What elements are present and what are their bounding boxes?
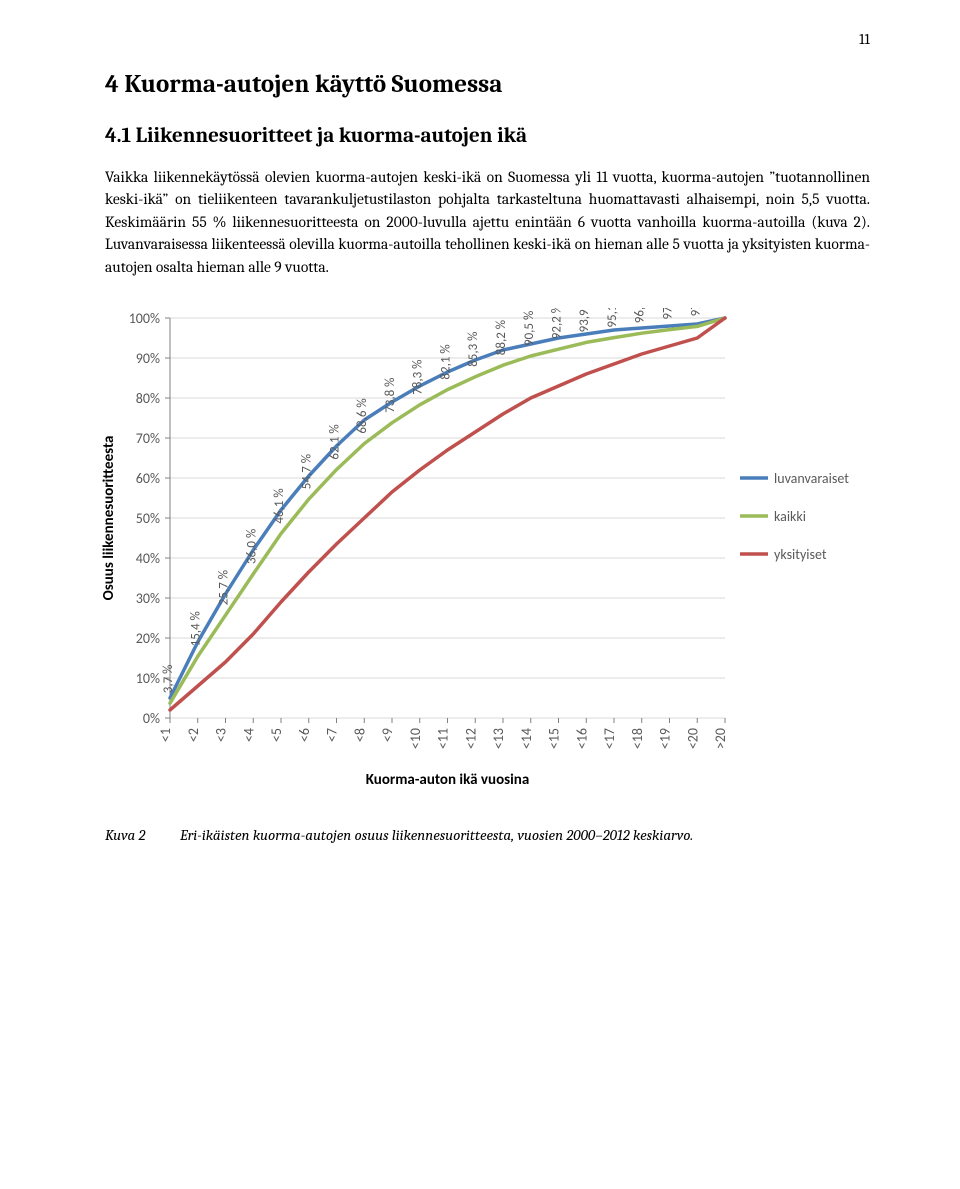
svg-text:<7: <7	[324, 728, 341, 742]
svg-text:<15: <15	[546, 728, 563, 749]
svg-text:40%: 40%	[136, 550, 160, 567]
svg-text:<3: <3	[213, 728, 230, 742]
figure-caption: Kuva 2 Eri-ikäisten kuorma-autojen osuus…	[105, 826, 870, 844]
svg-text:yksityiset: yksityiset	[774, 546, 827, 563]
svg-text:50%: 50%	[136, 510, 160, 527]
svg-text:70%: 70%	[136, 430, 160, 447]
svg-text:73,8 %: 73,8 %	[383, 378, 398, 413]
svg-text:<2: <2	[185, 728, 202, 742]
svg-text:97,1 %: 97,1 %	[661, 308, 676, 320]
svg-text:Osuus liikennesuoritteesta: Osuus liikennesuoritteesta	[100, 436, 118, 601]
svg-text:88,2 %: 88,2 %	[494, 320, 509, 355]
caption-label: Kuva 2	[105, 826, 180, 844]
subsection-heading: 4.1 Liikennesuoritteet ja kuorma-autojen…	[105, 124, 870, 148]
svg-text:85,3 %: 85,3 %	[466, 332, 481, 367]
svg-text:100%: 100%	[129, 310, 160, 327]
svg-text:<1: <1	[157, 728, 174, 742]
svg-text:<13: <13	[490, 728, 507, 749]
svg-text:<16: <16	[573, 728, 590, 749]
body-paragraph: Vaikka liikennekäytössä olevien kuorma-a…	[105, 166, 870, 278]
svg-text:<12: <12	[462, 728, 479, 749]
svg-text:Kuorma-auton ikä vuosina: Kuorma-auton ikä vuosina	[366, 771, 530, 789]
svg-text:10%: 10%	[136, 670, 160, 687]
svg-text:60%: 60%	[136, 470, 160, 487]
svg-text:0%: 0%	[143, 710, 160, 727]
svg-text:luvanvaraiset: luvanvaraiset	[774, 470, 849, 487]
section-heading: 4 Kuorma-autojen käyttö Suomessa	[105, 70, 870, 99]
svg-text:<5: <5	[268, 728, 285, 742]
svg-text:90,5 %: 90,5 %	[522, 311, 537, 346]
svg-text:30%: 30%	[136, 590, 160, 607]
svg-text:95,1 %: 95,1 %	[605, 308, 620, 328]
svg-text:90%: 90%	[136, 350, 160, 367]
svg-text:97,9 %: 97,9 %	[688, 308, 703, 316]
svg-text:93,9 %: 93,9 %	[577, 308, 592, 332]
svg-text:36,0 %: 36,0 %	[244, 529, 259, 564]
svg-text:54,7 %: 54,7 %	[300, 454, 315, 489]
svg-text:82,1 %: 82,1 %	[439, 345, 454, 380]
svg-text:25,7 %: 25,7 %	[217, 570, 232, 605]
svg-text:80%: 80%	[136, 390, 160, 407]
svg-text:92,2 %: 92,2 %	[550, 308, 565, 339]
svg-text:kaikki: kaikki	[774, 508, 806, 525]
svg-text:68,6 %: 68,6 %	[355, 399, 370, 434]
svg-text:<20: <20	[684, 728, 701, 749]
svg-text:62,1 %: 62,1 %	[328, 425, 343, 460]
svg-text:78,3 %: 78,3 %	[411, 360, 426, 395]
svg-text:15,4 %: 15,4 %	[189, 611, 204, 646]
page-number: 11	[859, 30, 870, 48]
svg-text:>20: >20	[712, 728, 729, 749]
svg-text:3,7 %: 3,7 %	[161, 665, 176, 694]
chart-container: 0% 10% 20% 30% 40% 50% 60% 70% 80% 90% 100% <1 <2 <3 <…	[95, 308, 855, 798]
svg-text:<18: <18	[629, 728, 646, 749]
svg-text:96,2 %: 96,2 %	[633, 308, 648, 323]
svg-text:<14: <14	[518, 728, 535, 749]
svg-text:<11: <11	[435, 728, 452, 749]
line-chart: 0% 10% 20% 30% 40% 50% 60% 70% 80% 90% 100% <1 <2 <3 <…	[95, 308, 865, 798]
svg-text:20%: 20%	[136, 630, 160, 647]
svg-text:<19: <19	[657, 728, 674, 749]
svg-text:<4: <4	[240, 728, 257, 742]
caption-text: Eri-ikäisten kuorma-autojen osuus liiken…	[180, 826, 870, 844]
svg-text:<8: <8	[351, 728, 368, 742]
svg-text:<6: <6	[296, 728, 313, 742]
svg-text:<17: <17	[601, 728, 618, 749]
svg-text:<10: <10	[407, 728, 424, 749]
svg-text:<9: <9	[379, 728, 396, 742]
svg-text:46,1 %: 46,1 %	[272, 489, 287, 524]
